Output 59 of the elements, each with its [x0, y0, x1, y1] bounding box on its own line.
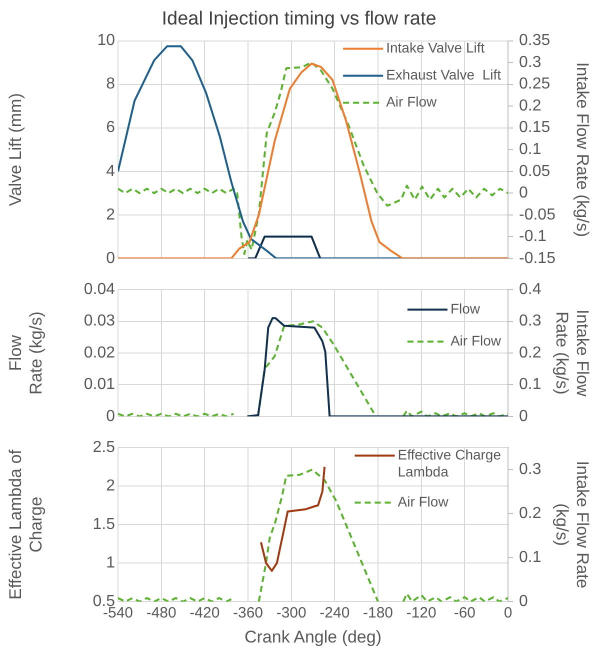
y-tick-label: 0.04: [84, 281, 116, 298]
y-tick-label: 2.5: [92, 439, 116, 456]
y-tick-label: 2: [106, 478, 116, 495]
y2-tick-label: 0: [519, 408, 528, 425]
y2-axis-title: Intake Flow Rate (kg/s): [552, 310, 592, 398]
x-tick-label: -240: [320, 604, 350, 622]
y2-tick-label: 0.1: [519, 549, 542, 566]
x-tick-label: -120: [406, 604, 436, 622]
y2-axis-title: Intake Flow Rate (kg/s): [552, 460, 592, 588]
y2-tick-label: 0.2: [519, 344, 542, 362]
y-tick-label: 4: [106, 162, 116, 180]
y-tick-label: 2: [106, 206, 116, 224]
y2-tick-label: 0.15: [519, 119, 550, 136]
y-tick-label: 0: [106, 250, 116, 267]
legend-label: Air Flow: [386, 94, 438, 110]
y2-tick-label: -0.1: [519, 228, 547, 246]
y-tick-label: 1: [106, 554, 116, 572]
legend-label: Air Flow: [398, 493, 450, 510]
chart-title: Ideal Injection timing vs flow rate: [162, 8, 436, 30]
y2-axis-title: Intake Flow Rate (kg/s): [573, 62, 592, 237]
y2-tick-label: 0.25: [519, 76, 550, 93]
y2-tick-label: 0.1: [519, 141, 542, 158]
x-axis-title: Crank Angle (deg): [244, 627, 382, 646]
y-tick-label: 0.02: [84, 344, 116, 362]
y-axis-title: Effective Lambda of Charge: [6, 449, 46, 600]
y-tick-label: 6: [106, 119, 116, 136]
y2-tick-label: 0.05: [519, 162, 550, 180]
legend-label: Flow: [450, 300, 481, 316]
legend-label: Exhaust Valve Lift: [386, 66, 502, 83]
y-tick-label: 8: [106, 76, 116, 93]
y-tick-label: 0.03: [84, 312, 116, 330]
y-axis-title: Valve Lift (mm): [6, 93, 25, 206]
y-axis-title: Flow Rate (kg/s): [6, 311, 46, 395]
y-tick-label: 0.01: [84, 376, 116, 394]
x-tick-label: -60: [454, 604, 476, 622]
y-tick-label: 0: [106, 408, 116, 425]
y2-tick-label: 0.1: [519, 376, 542, 394]
y2-tick-label: 0: [519, 593, 528, 610]
y2-tick-label: -0.05: [519, 206, 556, 224]
y2-tick-label: 0: [519, 184, 528, 202]
y2-tick-label: 0.3: [519, 312, 542, 330]
y2-tick-label: 0.2: [519, 505, 542, 522]
legend-label: Intake Valve Lift: [386, 40, 485, 56]
y2-tick-label: 0.3: [519, 54, 542, 71]
x-tick-label: -420: [190, 604, 220, 622]
y2-tick-label: 0.35: [519, 32, 550, 50]
x-tick-label: 0: [504, 604, 512, 622]
x-tick-label: -300: [276, 604, 306, 622]
legend-label: Air Flow: [450, 332, 502, 348]
y-tick-label: 10: [97, 32, 116, 50]
y2-tick-label: -0.15: [519, 250, 556, 267]
x-tick-label: -180: [362, 604, 394, 622]
x-tick-label: -360: [232, 604, 264, 622]
y2-tick-label: 0.2: [519, 97, 542, 114]
y2-tick-label: 0.4: [519, 281, 542, 298]
x-tick-label: -480: [146, 604, 176, 622]
legend-label: Effective Charge Lambda: [398, 446, 502, 480]
y-tick-label: 1.5: [92, 516, 116, 534]
y2-tick-label: 0.3: [519, 461, 542, 478]
